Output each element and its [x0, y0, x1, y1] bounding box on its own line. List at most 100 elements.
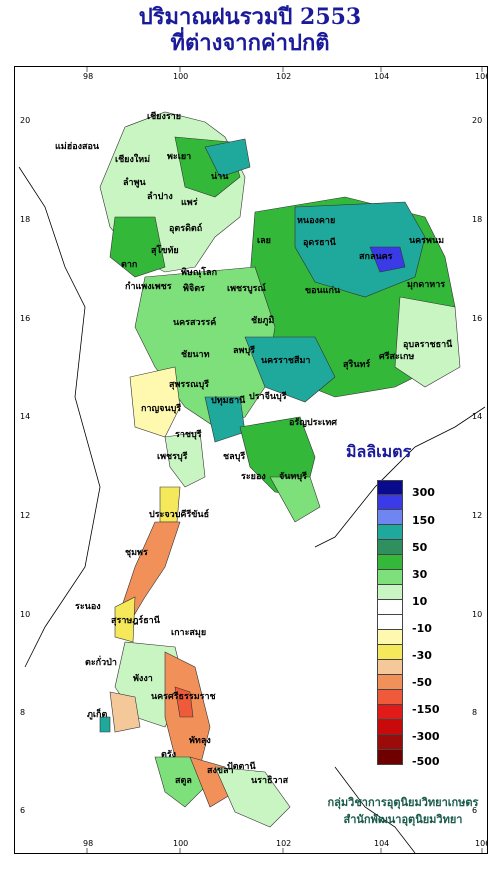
legend-color-bar	[377, 480, 403, 765]
map-frame: 98 100 102 104 106 98 100 102 104 106 20…	[14, 66, 488, 854]
province-label: ตรัง	[161, 749, 176, 760]
province-label: หนองคาย	[297, 216, 335, 226]
tick-y-right-0: 20	[472, 116, 482, 125]
tick-y-right-6: 8	[472, 708, 477, 717]
tick-x-top-4: 106	[475, 72, 487, 81]
region-phuket	[99, 716, 111, 733]
title-line-1: ปริมาณฝนรวมปี 2553	[138, 4, 362, 30]
rainfall-map: 98 100 102 104 106 98 100 102 104 106 20…	[18, 67, 487, 853]
province-label: ลำพูน	[123, 177, 147, 188]
legend-swatch	[377, 630, 403, 645]
province-label: ภูเก็ต	[87, 707, 107, 720]
map-title: ปริมาณฝนรวมปี 2553 ที่ต่างจากค่าปกติ	[0, 4, 500, 56]
title-line-2: ที่ต่างจากค่าปกติ	[170, 30, 330, 56]
region-south-wet-small	[174, 686, 194, 718]
province-label: อุบลราชธานี	[403, 339, 453, 350]
legend-label: -50	[412, 676, 432, 689]
region-northeast-heavy	[369, 246, 406, 273]
tick-x-top-2: 102	[276, 72, 291, 81]
legend-swatch	[377, 735, 403, 750]
province-label: นครสวรรค์	[173, 316, 216, 328]
legend-swatch	[377, 705, 403, 720]
legend-swatch	[377, 675, 403, 690]
province-label: พังงา	[133, 673, 153, 684]
thailand-rainfall-fill	[99, 111, 461, 828]
province-label: เลย	[257, 236, 271, 246]
province-label: พะเยา	[167, 152, 191, 162]
province-label: ระยอง	[241, 472, 266, 482]
legend-label: 150	[412, 514, 435, 527]
tick-x-bottom-3: 104	[374, 839, 389, 848]
province-label: พิษณุโลก	[181, 266, 217, 278]
province-label: ประจวบคีรีขันธ์	[149, 508, 209, 520]
tick-y-right-1: 18	[472, 215, 482, 224]
province-label: ตาก	[121, 260, 137, 270]
legend-label: 30	[412, 568, 428, 581]
legend-swatch	[377, 600, 403, 615]
province-label: จันทบุรี	[279, 471, 307, 482]
province-label: สุโขทัย	[151, 244, 179, 256]
province-label: ปราจีนบุรี	[249, 391, 287, 402]
tick-x-top-1: 100	[173, 72, 188, 81]
legend-label: -300	[412, 730, 440, 743]
tick-y-right-5: 10	[472, 610, 482, 619]
legend-swatch	[377, 555, 403, 570]
region-deep-south	[214, 766, 291, 828]
legend-swatch	[377, 480, 403, 495]
province-label: สุรินทร์	[343, 358, 370, 370]
region-northeast-wet	[294, 201, 426, 298]
region-phetchaburi	[164, 431, 206, 488]
province-label: อรัญประเทศ	[289, 417, 337, 428]
province-label: ชุมพร	[125, 548, 148, 558]
province-label: น่าน	[211, 171, 229, 182]
province-label: ลพบุรี	[233, 345, 255, 356]
province-label: ปัตตานี	[227, 761, 256, 772]
legend-swatch	[377, 495, 403, 510]
province-label: นครศรีธรรมราช	[151, 691, 216, 702]
province-label: สตูล	[175, 776, 192, 786]
legend-swatch	[377, 525, 403, 540]
legend-swatch	[377, 720, 403, 735]
province-label: เชียงราย	[147, 111, 181, 122]
tick-y-right-2: 16	[472, 314, 482, 323]
tick-x-bottom-0: 98	[83, 839, 93, 848]
province-label: สกลนคร	[359, 252, 393, 262]
legend-label: -10	[412, 622, 432, 635]
province-label: นราธิวาส	[251, 775, 289, 786]
province-label: แพร่	[181, 197, 198, 208]
tick-y-left-0: 20	[20, 116, 30, 125]
tick-y-right-7: 6	[472, 806, 477, 815]
legend-swatch	[377, 585, 403, 600]
tick-y-left-5: 10	[20, 610, 30, 619]
province-label: นครพนม	[409, 236, 444, 246]
tick-x-bottom-1: 100	[173, 839, 188, 848]
province-label: ศรีสะเกษ	[379, 351, 414, 362]
legend-swatch	[377, 510, 403, 525]
legend-label: 50	[412, 541, 428, 554]
tick-x-bottom-2: 102	[276, 839, 291, 848]
legend-swatch	[377, 645, 403, 660]
region-west-dry	[129, 366, 181, 438]
province-label: ลำปาง	[147, 191, 173, 202]
tick-x-bottom-4: 106	[475, 839, 487, 848]
credit-line-1: กลุ่มวิชาการอุตุนิยมวิทยาเกษตร	[327, 796, 479, 809]
legend-label: -30	[412, 649, 432, 662]
province-label: แม่ฮ่องสอน	[55, 141, 100, 152]
credit-line-2: สำนักพัฒนาอุตุนิยมวิทยา	[343, 813, 463, 826]
province-label: เพชรบูรณ์	[227, 282, 266, 294]
country-outlines	[18, 166, 486, 853]
region-central-wet	[244, 336, 336, 403]
malaysia-coast	[334, 766, 416, 853]
tick-x-top-3: 104	[374, 72, 389, 81]
province-label: อุดรธานี	[303, 237, 337, 248]
province-label: เชียงใหม่	[115, 153, 150, 165]
province-label: ปทุมธานี	[211, 395, 246, 406]
region-phang-nga	[109, 691, 141, 733]
province-label: อุตรดิตถ์	[169, 222, 202, 234]
legend-swatch	[377, 690, 403, 705]
tick-x-top-0: 98	[83, 72, 93, 81]
legend-label: -150	[412, 703, 440, 716]
tick-y-left-1: 18	[20, 215, 30, 224]
province-label: นครราชสีมา	[261, 355, 310, 366]
grid-ticks	[86, 67, 483, 853]
